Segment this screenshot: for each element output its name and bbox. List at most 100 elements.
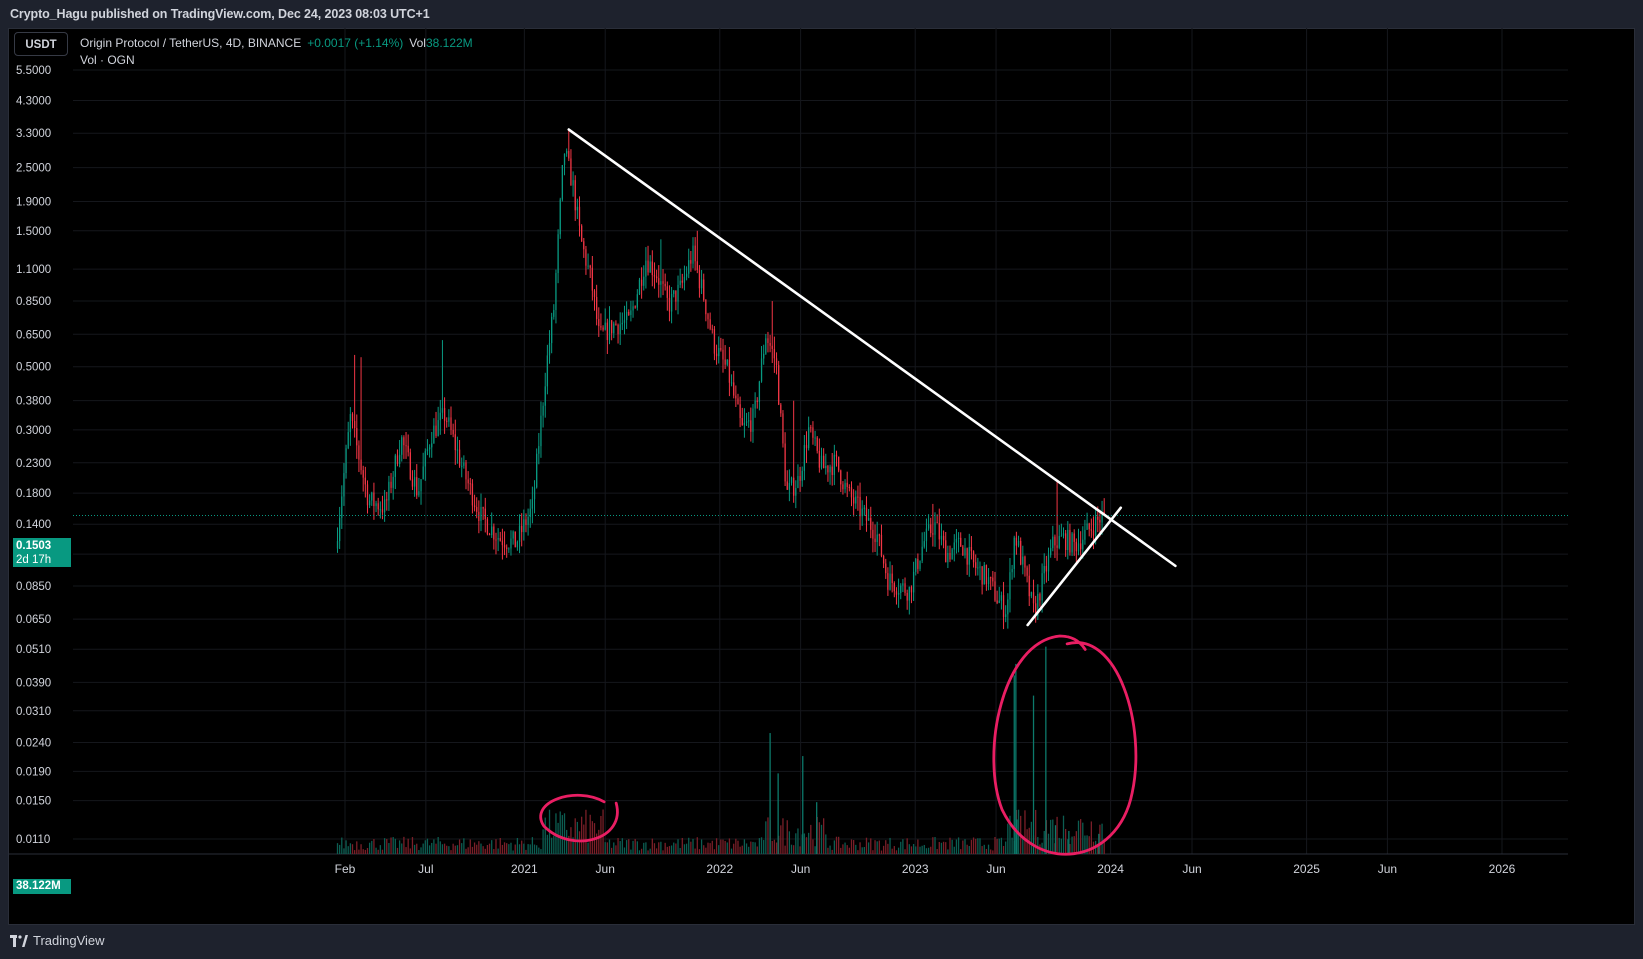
volume-bar — [634, 838, 636, 854]
candle-body — [420, 479, 422, 492]
volume-bar — [546, 834, 549, 854]
volume-bar — [668, 846, 671, 854]
candle-body — [570, 158, 572, 186]
volume-bar — [606, 842, 608, 854]
bar-countdown: 2d 17h — [16, 554, 52, 566]
candle-body — [698, 270, 701, 289]
volume-bar — [608, 839, 611, 854]
candle-body — [1030, 592, 1033, 597]
candle-body — [756, 400, 758, 402]
candle-body — [625, 311, 628, 321]
chart-pane[interactable] — [8, 28, 1635, 925]
volume-bar — [651, 838, 653, 854]
volume-bar — [790, 844, 793, 854]
candle-body — [600, 326, 602, 328]
ascending-trendline — [1026, 506, 1123, 627]
volume-bar — [1103, 838, 1105, 854]
candle-body — [771, 345, 773, 349]
candle-body — [416, 477, 418, 496]
candle-body — [981, 566, 983, 585]
volume-bar — [478, 841, 480, 854]
candle-body — [942, 535, 945, 541]
vol-value: 38.122M — [425, 36, 473, 50]
volume-study-label[interactable]: Vol · OGN — [80, 53, 135, 67]
volume-bar — [645, 842, 647, 854]
candle-body — [1088, 523, 1090, 530]
candle-body — [448, 417, 450, 422]
volume-bar — [855, 844, 857, 854]
volume-bar — [912, 843, 915, 854]
candle-body — [356, 428, 358, 446]
candle-body — [778, 365, 780, 405]
volume-bar — [831, 849, 833, 854]
volume-bar — [454, 845, 456, 854]
volume-bar — [583, 824, 585, 854]
volume-bar — [396, 847, 399, 854]
candle-body — [810, 427, 812, 429]
volume-bar — [591, 821, 593, 854]
volume-bar — [1073, 836, 1075, 854]
candle-body — [823, 455, 825, 469]
candle-body — [694, 245, 696, 262]
volume-bar — [542, 829, 544, 854]
candle-body — [339, 517, 341, 542]
volume-bar — [441, 844, 444, 854]
volume-bar — [473, 842, 476, 854]
candle-body — [666, 286, 668, 298]
volume-bar — [797, 828, 799, 854]
volume-bar — [351, 844, 354, 854]
volume-bar — [675, 843, 677, 854]
candle-body — [703, 279, 705, 300]
candle-body — [484, 508, 486, 520]
volume-bar — [844, 842, 846, 854]
volume-bar — [495, 839, 497, 854]
volume-bar — [649, 848, 651, 854]
volume-bar — [741, 845, 743, 854]
volume-bar — [343, 848, 345, 854]
volume-bar — [1067, 839, 1069, 854]
candle-body — [1058, 536, 1060, 548]
volume-bar — [377, 849, 379, 854]
volume-bar — [938, 842, 940, 854]
volume-bar — [955, 839, 958, 854]
tradingview-logo-icon[interactable] — [10, 935, 28, 947]
candle-body — [1084, 529, 1086, 540]
volume-bar — [990, 849, 992, 854]
volume-bar — [416, 843, 418, 854]
volume-bar — [1000, 837, 1003, 854]
footer-brand[interactable]: TradingView — [33, 933, 105, 948]
candle-body — [418, 491, 420, 496]
volume-bar — [1060, 838, 1063, 854]
candle-body — [865, 507, 868, 521]
candle-body — [966, 548, 968, 565]
volume-bar — [846, 845, 848, 854]
volume-bar — [908, 844, 910, 854]
volume-bar — [1077, 820, 1080, 854]
candle-body — [711, 328, 713, 330]
volume-bar — [1022, 838, 1024, 854]
candle-body — [927, 524, 930, 529]
currency-button[interactable]: USDT — [14, 32, 68, 56]
volume-bar — [681, 837, 683, 854]
candle-body — [371, 492, 373, 501]
candle-body — [555, 273, 557, 311]
volume-bar — [700, 839, 703, 854]
volume-bar — [786, 820, 788, 854]
symbol-title[interactable]: Origin Protocol / TetherUS, 4D, BINANCE — [80, 36, 302, 50]
volume-bar — [711, 840, 713, 854]
candle-body — [812, 427, 814, 438]
volume-bar — [433, 839, 435, 854]
volume-bar — [837, 836, 840, 854]
descending-trendline — [567, 128, 1177, 568]
candle-body — [793, 477, 795, 496]
volume-bar — [486, 845, 489, 854]
volume-bar — [799, 846, 801, 854]
volume-bar — [529, 844, 531, 854]
candle-body — [1062, 533, 1065, 536]
volume-bar — [925, 848, 928, 854]
published-text: Crypto_Hagu published on TradingView.com… — [10, 7, 430, 21]
price-chart[interactable]: 5.5000 4.3000 3.3000 2.5000 1.9000 1.5000 1.10… — [8, 28, 1635, 925]
candle-body — [345, 448, 347, 474]
candle-body — [467, 479, 469, 484]
candle-body — [863, 507, 865, 509]
